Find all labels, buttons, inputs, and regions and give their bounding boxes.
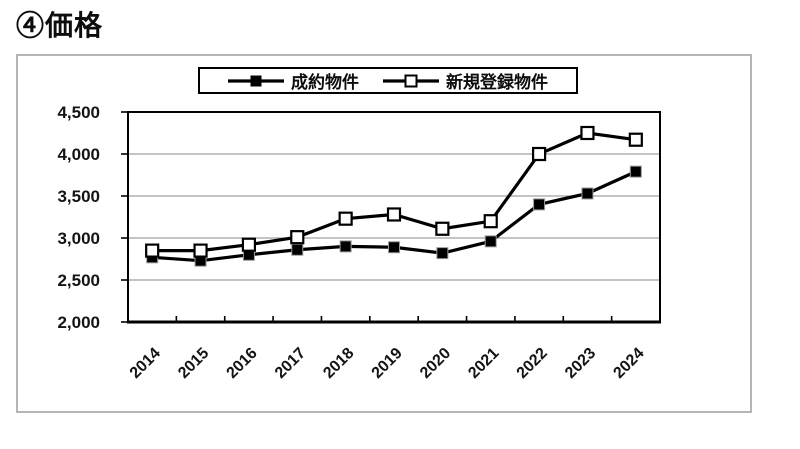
legend-label-newly-registered: 新規登録物件 (446, 73, 548, 92)
legend-entry-contracted: 成約物件 (228, 68, 359, 93)
chart-legend: 成約物件 新規登録物件 (198, 67, 578, 94)
svg-text:2017: 2017 (272, 345, 309, 382)
svg-text:2024: 2024 (610, 345, 647, 382)
svg-text:4,000: 4,000 (57, 145, 100, 164)
svg-text:2019: 2019 (369, 345, 406, 382)
legend-line-open-square-icon (383, 74, 439, 87)
svg-text:3,500: 3,500 (57, 187, 100, 206)
svg-text:2,000: 2,000 (57, 313, 100, 332)
legend-label-contracted: 成約物件 (291, 73, 359, 92)
svg-text:2014: 2014 (127, 345, 164, 382)
svg-text:2023: 2023 (562, 345, 599, 382)
page-title: ④価格 (16, 10, 104, 41)
svg-text:2022: 2022 (514, 345, 551, 382)
svg-text:4,500: 4,500 (57, 103, 100, 122)
svg-text:2018: 2018 (320, 345, 357, 382)
svg-text:2015: 2015 (175, 345, 212, 382)
legend-entry-newly-registered: 新規登録物件 (383, 68, 548, 93)
svg-text:2,500: 2,500 (57, 271, 100, 290)
svg-text:2020: 2020 (417, 345, 454, 382)
svg-text:3,000: 3,000 (57, 229, 100, 248)
svg-text:2021: 2021 (465, 345, 502, 382)
chart-panel (16, 54, 752, 413)
svg-text:2016: 2016 (224, 345, 261, 382)
legend-line-filled-square-icon (228, 75, 284, 86)
